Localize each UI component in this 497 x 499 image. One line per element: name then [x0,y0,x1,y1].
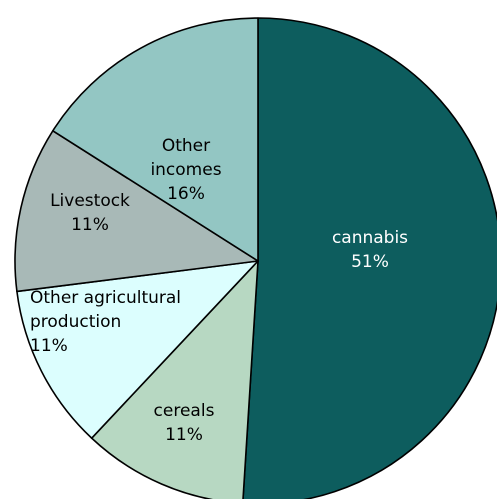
slice-value: 16% [167,184,205,204]
slice-label-livestock: Livestock 11% [50,191,130,235]
slice-label-cereals: cereals 11% [154,401,215,445]
slice-value: 51% [351,252,389,272]
slice-label-cannabis: cannabis 51% [332,228,408,272]
slice-name: Livestock [50,191,130,211]
slice-name: incomes [150,160,221,180]
slice-name: cannabis [332,228,408,248]
slice-label-other-incomes: Other incomes 16% [150,136,221,204]
slice-name: Other [162,136,210,156]
pie-slice-other-incomes [52,17,259,262]
slice-name: cereals [154,401,215,421]
slice-value: 11% [71,215,109,235]
slice-value: 11% [30,336,68,356]
pie-slice-cannabis [242,17,497,499]
slice-name: Other agricultural [30,288,181,308]
slice-name: production [30,312,121,332]
pie-slices [14,17,497,499]
pie-slice-other-agricultural-production [16,260,259,439]
slice-label-other-agricultural-production: Other agricultural production 11% [30,288,181,356]
pie-labels: cannabis 51% cereals 11% Other agricultural p… [30,136,408,445]
pie-slice-cereals [90,260,259,499]
slice-value: 11% [165,425,203,445]
pie-slice-livestock [14,129,259,293]
